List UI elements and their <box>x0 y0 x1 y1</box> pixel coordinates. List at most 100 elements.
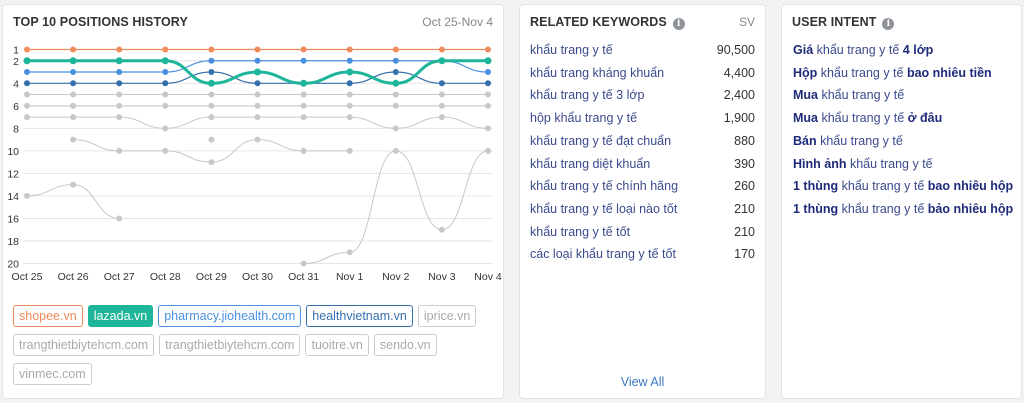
y-tick-label: 6 <box>13 101 19 113</box>
legend-chip[interactable]: iprice.vn <box>417 305 477 327</box>
data-point <box>485 91 491 98</box>
y-tick-label: 14 <box>7 191 19 203</box>
data-point <box>392 147 399 154</box>
legend-chip[interactable]: vinmec.com <box>13 363 92 385</box>
data-point <box>485 46 491 53</box>
keyword-search-volume: 210 <box>734 201 755 216</box>
y-tick-label: 18 <box>7 236 19 248</box>
data-point <box>24 46 30 53</box>
data-point <box>116 147 123 154</box>
data-point <box>300 102 307 109</box>
data-point <box>70 114 77 121</box>
keyword-text[interactable]: khẩu trang y tế 3 lớp <box>530 88 645 103</box>
data-point <box>485 125 491 132</box>
data-point <box>254 114 261 121</box>
data-point <box>300 260 307 267</box>
intent-prefix: Bán <box>793 133 817 148</box>
intent-row[interactable]: 1 thùng khẩu trang y tế bao nhiêu hộp <box>793 179 1015 199</box>
intent-suffix: 4 lớp <box>902 43 934 57</box>
y-tick-label: 1 <box>13 45 19 57</box>
data-point <box>208 46 215 53</box>
keyword-text[interactable]: khẩu trang y tế chính hãng <box>530 179 679 194</box>
data-point <box>116 114 123 121</box>
data-point <box>438 46 445 53</box>
data-point <box>208 159 215 166</box>
intent-keyword: khẩu trang y tế <box>838 201 928 216</box>
data-point <box>254 80 261 87</box>
data-point <box>392 102 399 109</box>
keyword-row[interactable]: khẩu trang y tế đạt chuẩn 880 <box>530 134 755 154</box>
intent-title-text: USER INTENT <box>792 15 877 29</box>
keyword-text[interactable]: khẩu trang diệt khuẩn <box>530 156 651 171</box>
intent-keyword: khẩu trang y tế <box>817 65 907 80</box>
keyword-text[interactable]: khẩu trang y tế <box>530 43 613 57</box>
legend-chip[interactable]: shopee.vn <box>13 305 83 327</box>
legend-chip[interactable]: sendo.vn <box>373 334 437 356</box>
legend-chip[interactable]: trangthietbiytehcm.com <box>159 334 301 356</box>
y-tick-label: 4 <box>13 78 19 90</box>
intent-keyword: khẩu trang y tế <box>818 111 908 126</box>
view-all-link[interactable]: View All <box>620 375 665 389</box>
data-point <box>161 57 169 65</box>
data-point <box>392 57 399 64</box>
legend-chip[interactable]: trangthietbiytehcm.com <box>13 334 155 356</box>
keyword-row[interactable]: khẩu trang y tế 3 lớp 2,400 <box>530 88 755 108</box>
data-point <box>392 91 399 98</box>
intent-prefix: 1 thùng <box>793 179 839 194</box>
data-point <box>208 69 215 76</box>
x-tick-label: Oct 28 <box>150 271 181 283</box>
intent-row[interactable]: 1 thùng khẩu trang y tế bảo nhiêu hộp <box>793 202 1015 222</box>
data-point <box>162 46 169 53</box>
keyword-row[interactable]: khẩu trang y tế tốt 210 <box>530 225 755 245</box>
keyword-row[interactable]: các loại khẩu trang y tế tốt 170 <box>530 247 755 267</box>
intent-keyword: khẩu trang y tế <box>838 179 928 194</box>
data-point <box>115 57 123 65</box>
keyword-search-volume: 880 <box>734 133 755 148</box>
keyword-row[interactable]: khẩu trang y tế chính hãng 260 <box>530 179 755 199</box>
info-icon[interactable]: i <box>672 18 685 30</box>
data-point <box>24 80 30 87</box>
intent-row[interactable]: Hộp khẩu trang y tế bao nhiêu tiền <box>793 66 1015 86</box>
data-point <box>208 102 215 109</box>
keyword-text[interactable]: các loại khẩu trang y tế tốt <box>530 247 676 262</box>
keyword-row[interactable]: hộp khẩu trang y tế 1,900 <box>530 111 755 131</box>
intent-row[interactable]: Mua khẩu trang y tế <box>793 88 1015 108</box>
data-point <box>392 46 399 53</box>
legend-chip[interactable]: pharmacy.jiohealth.com <box>158 305 302 327</box>
y-tick-label: 2 <box>13 56 19 68</box>
keyword-text[interactable]: khẩu trang y tế tốt <box>530 224 631 239</box>
keyword-row[interactable]: khẩu trang kháng khuẩn 4,400 <box>530 66 755 86</box>
data-point <box>392 125 399 132</box>
keyword-text[interactable]: khẩu trang kháng khuẩn <box>530 65 665 80</box>
data-point <box>116 69 123 76</box>
data-point <box>346 147 353 154</box>
x-tick-label: Oct 26 <box>58 271 89 283</box>
keyword-text[interactable]: khẩu trang y tế đạt chuẩn <box>530 133 672 148</box>
data-point <box>438 80 445 87</box>
info-icon[interactable]: i <box>882 18 895 30</box>
intent-prefix: Mua <box>793 111 818 126</box>
data-point <box>24 69 30 76</box>
legend-chip[interactable]: healthvietnam.vn <box>306 305 413 327</box>
legend-chip[interactable]: tuoitre.vn <box>305 334 369 356</box>
data-point <box>208 114 215 121</box>
data-point <box>208 136 215 143</box>
history-legend: shopee.vn lazada.vn pharmacy.jiohealth.com… <box>13 305 493 385</box>
keyword-row[interactable]: khẩu trang diệt khuẩn 390 <box>530 157 755 177</box>
data-point <box>24 91 30 98</box>
data-point <box>300 57 307 64</box>
intent-row[interactable]: Bán khẩu trang y tế <box>793 134 1015 154</box>
related-keywords-card: RELATED KEYWORDS i SV khẩu trang y tế 90,5… <box>519 4 766 399</box>
keyword-row[interactable]: khẩu trang y tế 90,500 <box>530 43 755 63</box>
keyword-text[interactable]: hộp khẩu trang y tế <box>530 111 638 126</box>
intent-row[interactable]: Hình ảnh khẩu trang y tế <box>793 157 1015 177</box>
keyword-text[interactable]: khẩu trang y tế loại nào tốt <box>530 201 678 216</box>
data-point <box>485 147 491 154</box>
legend-chip[interactable]: lazada.vn <box>87 305 154 327</box>
intent-row[interactable]: Mua khẩu trang y tế ở đâu <box>793 111 1015 131</box>
intent-prefix: 1 thùng <box>793 201 839 216</box>
keyword-search-volume: 170 <box>734 247 755 262</box>
keyword-row[interactable]: khẩu trang y tế loại nào tốt 210 <box>530 202 755 222</box>
data-point <box>254 46 261 53</box>
intent-row[interactable]: Giá khẩu trang y tế 4 lớp <box>793 43 1015 63</box>
